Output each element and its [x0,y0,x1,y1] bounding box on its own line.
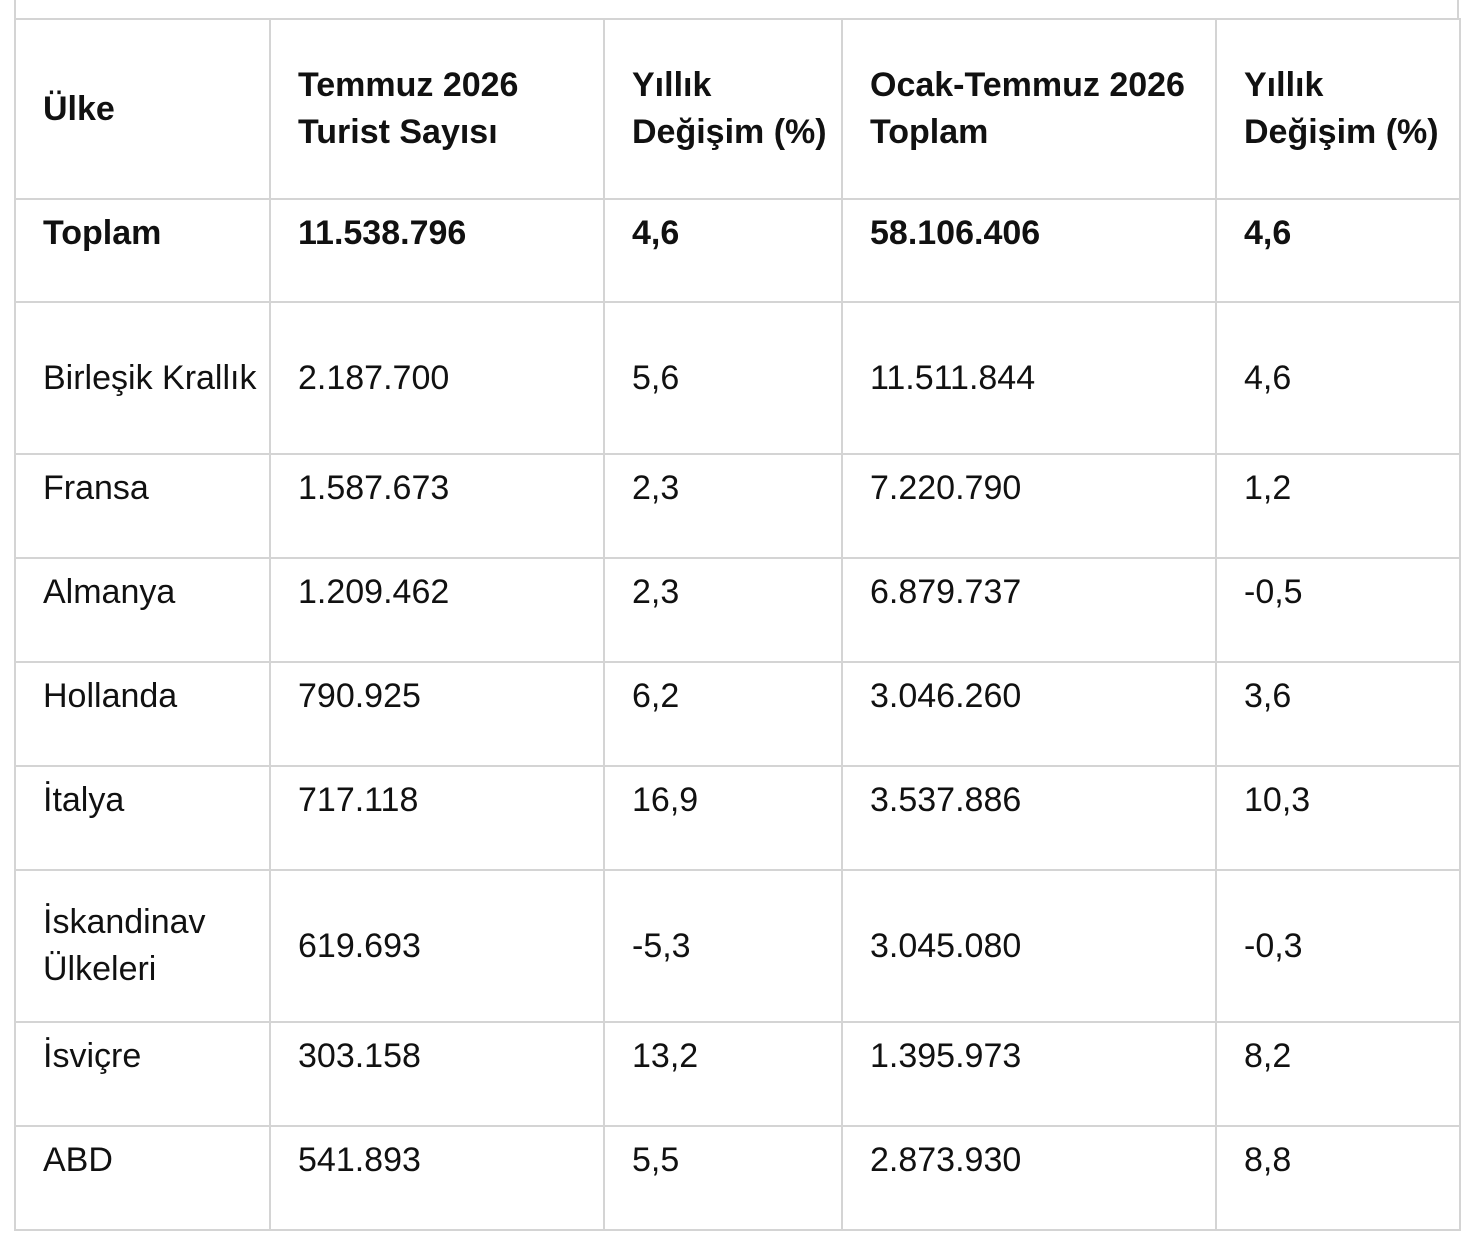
cell-country: ABD [14,1125,271,1231]
cell-yearly-change-total: 1,2 [1215,453,1461,559]
table-row: İtalya 717.118 16,9 3.537.886 10,3 [14,765,1461,871]
table-row-total: Toplam 11.538.796 4,6 58.106.406 4,6 [14,198,1461,303]
cell-july-tourists: 790.925 [269,661,605,767]
cell-july-tourists: 11.538.796 [269,198,605,303]
cell-july-tourists: 541.893 [269,1125,605,1231]
header-july-tourists: Temmuz 2026 Turist Sayısı [269,18,605,200]
cell-july-tourists: 717.118 [269,765,605,871]
cell-yearly-change-july: 2,3 [603,453,843,559]
cell-country: İsviçre [14,1021,271,1127]
table-top-edge [14,0,1459,18]
cell-july-tourists: 1.209.462 [269,557,605,663]
cell-jan-jul-total: 1.395.973 [841,1021,1217,1127]
cell-yearly-change-july: 6,2 [603,661,843,767]
cell-country: Fransa [14,453,271,559]
cell-yearly-change-total: 3,6 [1215,661,1461,767]
cell-yearly-change-july: 5,5 [603,1125,843,1231]
cell-yearly-change-july: 5,6 [603,301,843,455]
cell-yearly-change-july: -5,3 [603,869,843,1023]
cell-jan-jul-total: 58.106.406 [841,198,1217,303]
cell-july-tourists: 2.187.700 [269,301,605,455]
cell-jan-jul-total: 11.511.844 [841,301,1217,455]
cell-country: İskandinav Ülkeleri [14,869,271,1023]
cell-july-tourists: 303.158 [269,1021,605,1127]
cell-country: Almanya [14,557,271,663]
table-row: İskandinav Ülkeleri 619.693 -5,3 3.045.0… [14,869,1461,1023]
cell-yearly-change-total: 4,6 [1215,198,1461,303]
cell-yearly-change-july: 4,6 [603,198,843,303]
cell-yearly-change-total: -0,5 [1215,557,1461,663]
cell-yearly-change-total: -0,3 [1215,869,1461,1023]
header-jan-jul-total: Ocak-Temmuz 2026 Toplam [841,18,1217,200]
table-row: Hollanda 790.925 6,2 3.046.260 3,6 [14,661,1461,767]
tourist-statistics-table: Ülke Temmuz 2026 Turist Sayısı Yıllık De… [14,18,1461,1231]
table-row: Birleşik Krallık 2.187.700 5,6 11.511.84… [14,301,1461,455]
cell-jan-jul-total: 3.046.260 [841,661,1217,767]
cell-yearly-change-total: 8,8 [1215,1125,1461,1231]
cell-yearly-change-july: 16,9 [603,765,843,871]
table-row: Fransa 1.587.673 2,3 7.220.790 1,2 [14,453,1461,559]
table-row: Almanya 1.209.462 2,3 6.879.737 -0,5 [14,557,1461,663]
cell-jan-jul-total: 6.879.737 [841,557,1217,663]
cell-jan-jul-total: 3.537.886 [841,765,1217,871]
cell-july-tourists: 1.587.673 [269,453,605,559]
cell-country: İtalya [14,765,271,871]
table-row: İsviçre 303.158 13,2 1.395.973 8,2 [14,1021,1461,1127]
cell-jan-jul-total: 2.873.930 [841,1125,1217,1231]
table-row: ABD 541.893 5,5 2.873.930 8,8 [14,1125,1461,1231]
header-yearly-change-total: Yıllık Değişim (%) [1215,18,1461,200]
cell-country: Birleşik Krallık [14,301,271,455]
cell-yearly-change-total: 8,2 [1215,1021,1461,1127]
header-country: Ülke [14,18,271,200]
cell-yearly-change-july: 13,2 [603,1021,843,1127]
cell-july-tourists: 619.693 [269,869,605,1023]
header-yearly-change-july: Yıllık Değişim (%) [603,18,843,200]
cell-country: Hollanda [14,661,271,767]
table-header-row: Ülke Temmuz 2026 Turist Sayısı Yıllık De… [14,18,1461,200]
cell-country: Toplam [14,198,271,303]
cell-yearly-change-total: 10,3 [1215,765,1461,871]
cell-yearly-change-total: 4,6 [1215,301,1461,455]
cell-jan-jul-total: 3.045.080 [841,869,1217,1023]
cell-yearly-change-july: 2,3 [603,557,843,663]
cell-jan-jul-total: 7.220.790 [841,453,1217,559]
